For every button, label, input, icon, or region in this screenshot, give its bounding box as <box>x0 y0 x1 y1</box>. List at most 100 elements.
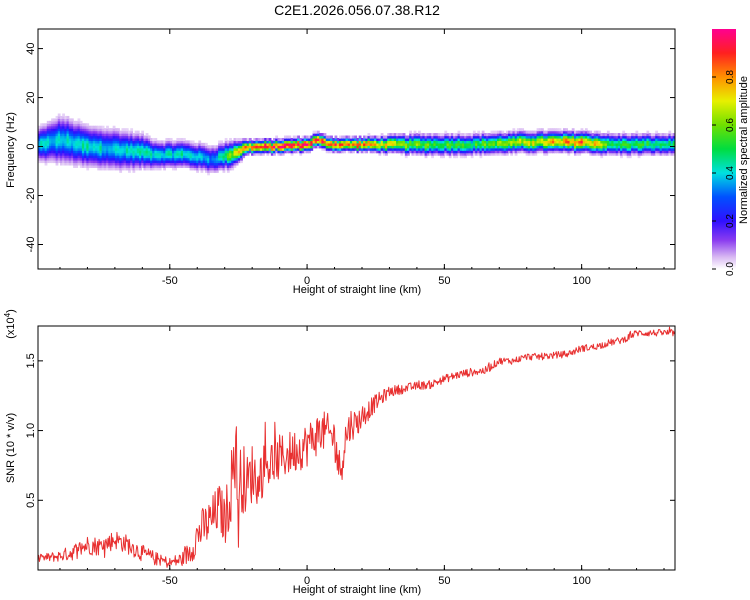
heatmap-cell <box>396 150 399 154</box>
heatmap-cell <box>492 152 496 156</box>
heatmap-cell <box>378 147 382 151</box>
heatmap-cell <box>77 140 81 144</box>
heatmap-cell <box>268 140 272 144</box>
heatmap-cell <box>86 167 90 171</box>
heatmap-cell <box>624 135 628 139</box>
heatmap-cell <box>444 135 448 139</box>
heatmap-cell <box>400 145 404 149</box>
heatmap-cell <box>420 140 423 144</box>
heatmap-cell <box>622 133 626 137</box>
heatmap-cell <box>389 147 393 151</box>
heatmap-cell <box>112 133 116 137</box>
heatmap-cell <box>51 160 54 164</box>
heatmap-cell <box>171 150 175 154</box>
heatmap-cell <box>132 133 136 137</box>
heatmap-cell <box>407 145 410 149</box>
heatmap-cell <box>128 160 131 164</box>
heatmap-cell <box>62 150 65 154</box>
heatmap-cell <box>141 157 145 161</box>
heatmap-cell <box>70 140 74 144</box>
heatmap-cell <box>40 157 43 161</box>
heatmap-cell <box>150 157 153 161</box>
heatmap-cell <box>84 128 87 132</box>
heatmap-cell <box>121 135 125 139</box>
heatmap-cell <box>422 137 426 142</box>
heatmap-cell <box>367 142 371 146</box>
heatmap-cell <box>562 150 566 154</box>
heatmap-cell <box>554 130 557 134</box>
heatmap-cell <box>527 147 531 151</box>
heatmap-cell <box>99 137 103 142</box>
heatmap-cell <box>200 162 204 166</box>
heatmap-cell <box>222 155 226 159</box>
heatmap-cell <box>279 140 283 144</box>
heatmap-cell <box>143 150 147 154</box>
heatmap-cell <box>595 133 599 137</box>
heatmap-cell <box>213 160 217 164</box>
heatmap-cell <box>262 147 265 151</box>
heatmap-cell <box>165 157 169 161</box>
heatmap-cell <box>420 147 423 151</box>
heatmap-cell <box>657 133 661 137</box>
x-tick-label: 50 <box>438 275 450 287</box>
heatmap-cell <box>295 140 298 144</box>
heatmap-cell <box>648 147 652 151</box>
heatmap-cell <box>132 155 136 159</box>
heatmap-cell <box>521 142 525 146</box>
heatmap-cell <box>622 135 626 139</box>
heatmap-cell <box>242 145 246 149</box>
heatmap-cell <box>606 142 610 146</box>
heatmap-cell <box>431 150 434 154</box>
heatmap-cell <box>73 120 76 124</box>
heatmap-cell <box>40 135 43 139</box>
heatmap-cell <box>156 150 160 154</box>
heatmap-cell <box>207 160 210 164</box>
heatmap-cell <box>66 145 70 149</box>
heatmap-cell <box>569 150 573 154</box>
heatmap-cell <box>338 140 342 144</box>
heatmap-cell <box>587 135 590 139</box>
heatmap-cell <box>501 145 505 149</box>
heatmap-cell <box>622 140 626 144</box>
heatmap-cell <box>442 140 445 144</box>
heatmap-cell <box>169 162 173 166</box>
heatmap-cell <box>38 130 41 134</box>
heatmap-cell <box>55 135 59 139</box>
heatmap-cell <box>615 147 619 151</box>
heatmap-cell <box>587 145 590 149</box>
heatmap-cell <box>196 164 199 168</box>
heatmap-cell <box>562 135 566 139</box>
heatmap-cell <box>200 169 204 173</box>
heatmap-cell <box>88 162 92 166</box>
heatmap-cell <box>617 142 621 146</box>
heatmap-cell <box>97 162 101 166</box>
heatmap-cell <box>418 150 421 154</box>
heatmap-cell <box>655 150 659 154</box>
heatmap-cell <box>472 152 476 156</box>
heatmap-cell <box>139 152 142 156</box>
heatmap-cell <box>470 133 474 137</box>
heatmap-cell <box>48 123 52 127</box>
heatmap-cell <box>273 137 276 142</box>
heatmap-cell <box>569 133 573 137</box>
heatmap-cell <box>591 135 595 139</box>
heatmap-cell <box>123 137 127 142</box>
heatmap-cell <box>156 160 160 164</box>
heatmap-cell <box>92 125 96 129</box>
heatmap-cell <box>79 157 83 161</box>
heatmap-cell <box>128 167 131 171</box>
heatmap-cell <box>51 128 54 132</box>
heatmap-cell <box>424 145 428 149</box>
heatmap-cell <box>119 162 123 166</box>
heatmap-cell <box>200 164 204 168</box>
heatmap-cell <box>62 135 65 139</box>
heatmap-cell <box>609 145 612 149</box>
heatmap-cell <box>567 137 571 142</box>
heatmap-cell <box>163 145 166 149</box>
heatmap-cell <box>475 133 478 137</box>
heatmap-cell <box>40 137 43 142</box>
heatmap-cell <box>437 137 441 142</box>
heatmap-cell <box>661 142 665 146</box>
heatmap-cell <box>237 137 241 142</box>
heatmap-cell <box>97 145 101 149</box>
